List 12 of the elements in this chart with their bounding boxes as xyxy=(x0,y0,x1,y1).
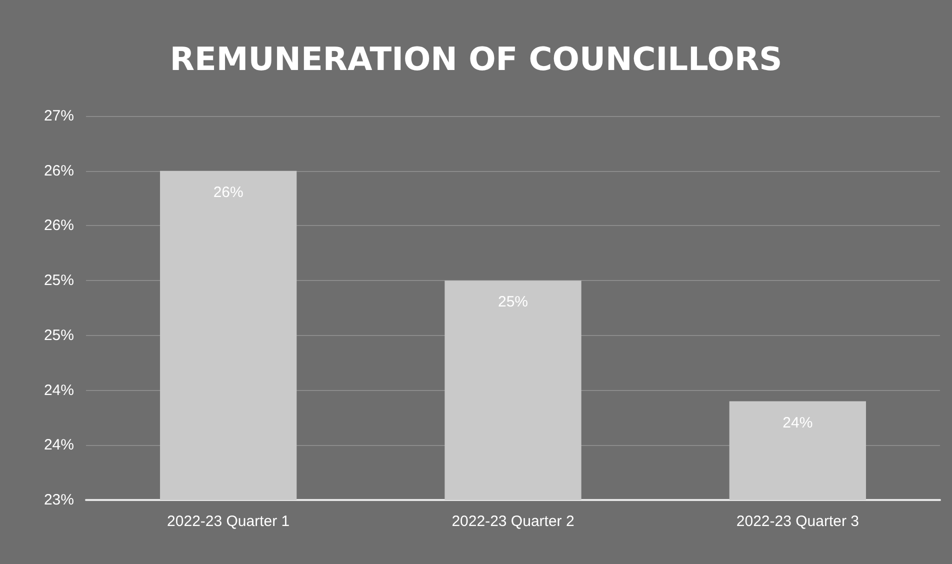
y-tick-label: 25% xyxy=(44,272,74,290)
y-tick-label: 27% xyxy=(44,108,74,124)
chart-title: REMUNERATION OF COUNCILLORS xyxy=(170,40,782,78)
y-tick-label: 26% xyxy=(44,217,74,234)
y-tick-label: 24% xyxy=(44,382,74,399)
y-tick-label: 23% xyxy=(44,492,74,508)
y-tick-label: 26% xyxy=(44,162,74,180)
y-tick-label: 25% xyxy=(44,326,74,344)
x-tick-label: 2022-23 Quarter 1 xyxy=(167,513,290,530)
y-tick-label: 24% xyxy=(44,436,74,454)
x-tick-label: 2022-23 Quarter 3 xyxy=(736,513,859,530)
x-tick-label: 2022-23 Quarter 2 xyxy=(452,513,574,530)
